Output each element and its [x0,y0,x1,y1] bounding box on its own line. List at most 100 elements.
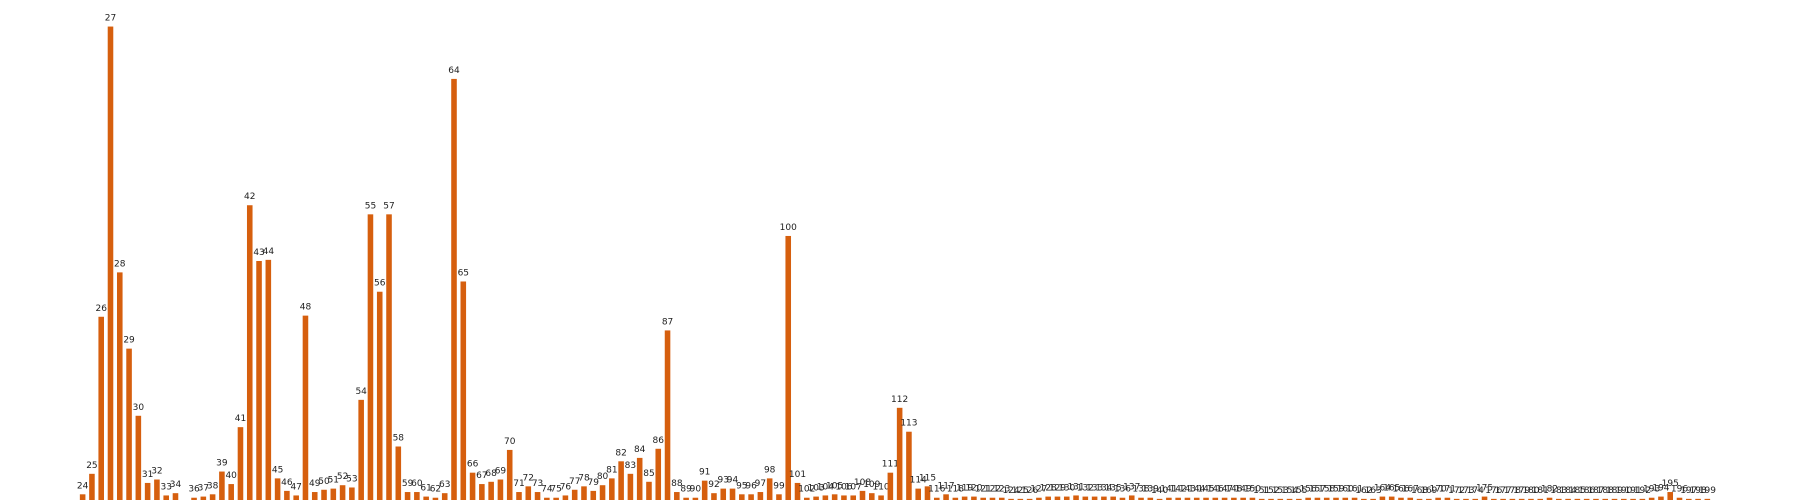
bar-label: 81 [606,465,617,475]
bar [1175,497,1181,500]
bar [1231,497,1237,500]
bar [1611,498,1618,500]
bar-label: 48 [300,303,312,313]
bar [924,486,931,500]
bar [1658,496,1664,500]
bar-label: 191 [1624,486,1641,496]
bar-label: 120 [965,484,982,494]
bar-label: 167 [1402,485,1419,495]
bar [627,473,634,500]
bar-label: 45 [272,465,283,475]
bar-label: 104 [817,482,834,492]
bar-label: 129 [1049,484,1066,494]
bar-label: 121 [975,485,992,495]
bar [785,235,792,500]
bar [1333,497,1339,500]
bar [1184,497,1191,500]
bar [246,205,253,500]
bar [1593,498,1599,500]
bar [1574,498,1581,500]
bar-label: 72 [523,473,534,483]
bar-label: 51 [328,476,339,486]
bar [376,291,383,500]
bar [618,461,624,500]
bar-label: 188 [1597,486,1614,496]
bar [1361,498,1367,500]
bar [1101,496,1107,500]
bar-label: 94 [727,476,739,486]
bar [952,497,959,500]
bar-label: 110 [872,482,889,492]
bar [479,484,485,500]
bar [1258,498,1265,500]
bar [1463,498,1469,500]
bar-label: 158 [1318,485,1335,495]
bar-label: 103 [807,484,824,494]
bar-label: 193 [1643,485,1660,495]
bar-label: 64 [448,66,460,76]
bar [1296,498,1302,500]
bar [460,281,467,500]
bar-label: 122 [984,485,1001,495]
bar [850,495,857,500]
bar [794,482,801,500]
bar [1704,498,1711,500]
bar [284,490,290,500]
bar-label: 53 [346,474,357,484]
bar-label: 75 [550,485,561,495]
bar-label: 185 [1569,486,1586,496]
bar-label: 138 [1132,485,1149,495]
bar-label: 42 [244,192,255,202]
bar [1648,497,1655,500]
bar [107,26,114,500]
bar-label: 137 [1123,482,1140,492]
bar [729,488,736,500]
bar-label: 74 [541,485,553,495]
bar-label: 163 [1365,486,1382,496]
bar-label: 131 [1067,482,1084,492]
bar-label: 148 [1225,485,1242,495]
bar [1537,498,1544,500]
bar-label: 39 [216,459,228,469]
bar-label: 166 [1392,485,1409,495]
bar-label: 29 [123,336,135,346]
bar [906,431,912,500]
bar [293,495,299,500]
bar [414,492,420,500]
bar [1305,497,1311,500]
bar-label: 177 [1495,486,1512,496]
bar [497,479,504,500]
bar [933,497,940,500]
bar-label: 172 [1448,486,1465,496]
bar-label: 190 [1615,486,1632,496]
bar-label: 199 [1699,486,1716,496]
bar [1128,495,1135,500]
bar-label: 192 [1634,486,1651,496]
bar [349,487,355,500]
bar-label: 165 [1383,484,1400,494]
bar [859,490,866,500]
bar [219,471,225,500]
bar-label: 194 [1652,484,1669,494]
bar [1667,492,1674,500]
bar-label: 67 [476,471,487,481]
bar-label: 161 [1346,485,1363,495]
bar [1416,498,1423,500]
bar [1565,498,1571,500]
bar-label: 153 [1272,486,1289,496]
bar [869,493,875,500]
bar-label: 140 [1151,486,1168,496]
bar [980,497,986,500]
bar-label: 159 [1327,485,1344,495]
bar [79,494,86,500]
bar-label: 57 [383,201,394,211]
bar-label: 116 [928,485,945,495]
bar-label: 157 [1309,485,1326,495]
bar-label: 118 [947,485,964,495]
bar-label: 90 [690,485,702,495]
bar [1212,497,1219,500]
bar [609,478,615,500]
bar [1147,497,1154,500]
bar [1686,498,1692,500]
